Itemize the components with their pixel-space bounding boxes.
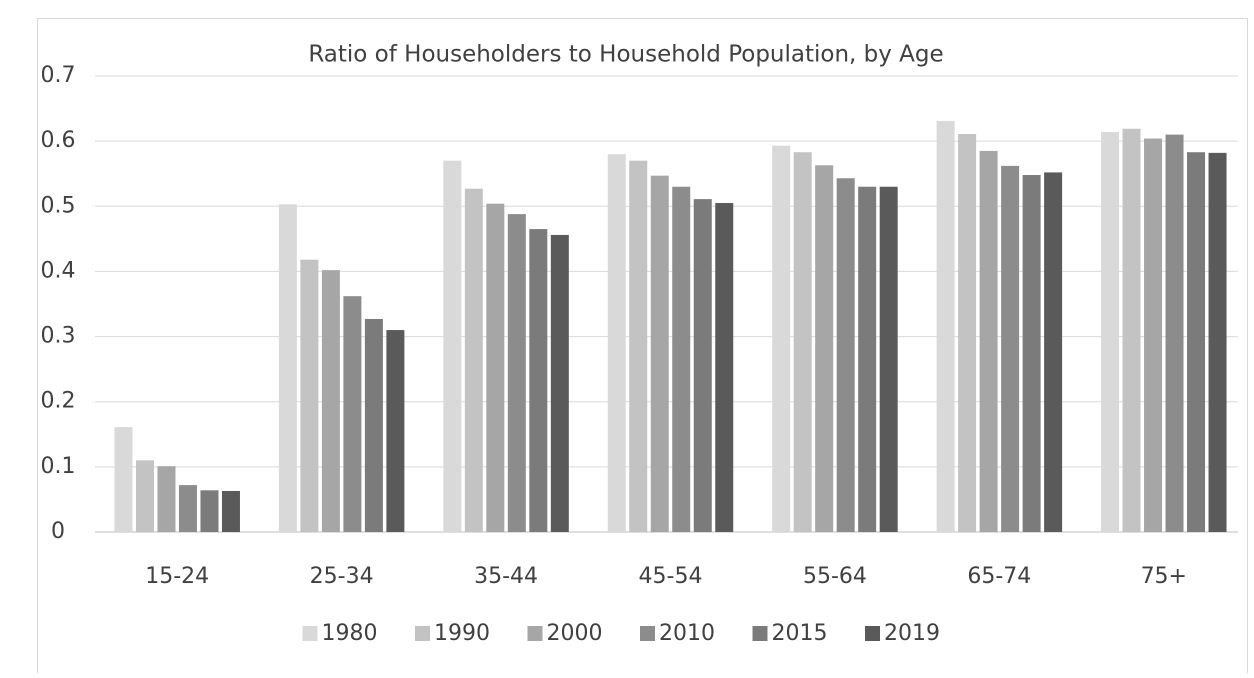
chart-title: Ratio of Householders to Household Popul… xyxy=(308,42,943,68)
legend-label: 2000 xyxy=(547,621,603,646)
legend-label: 2015 xyxy=(772,621,828,646)
bar xyxy=(343,296,362,532)
bar xyxy=(1122,128,1141,532)
legend-swatch xyxy=(415,626,430,641)
bar xyxy=(650,175,669,532)
bar xyxy=(300,259,319,532)
legend-label: 1990 xyxy=(434,621,490,646)
bar xyxy=(529,229,548,533)
bar xyxy=(958,133,977,532)
x-tick-label: 35-44 xyxy=(474,564,538,589)
bar xyxy=(836,178,855,532)
bar xyxy=(178,485,197,532)
bar xyxy=(486,203,505,532)
legend-swatch xyxy=(752,626,768,641)
legend-label: 2010 xyxy=(659,621,715,646)
bar xyxy=(693,199,712,532)
bar xyxy=(815,165,834,532)
y-tick-label: 0.1 xyxy=(41,454,76,479)
bar xyxy=(278,204,297,532)
y-tick-label: 0 xyxy=(51,519,65,544)
bar xyxy=(464,188,483,532)
y-tick-label: 0.7 xyxy=(41,63,76,88)
bar xyxy=(364,318,383,532)
bar xyxy=(443,160,462,532)
legend-label: 2019 xyxy=(884,621,940,646)
bar xyxy=(114,427,133,532)
y-tick-label: 0.3 xyxy=(41,324,76,349)
x-tick-label: 15-24 xyxy=(145,564,209,589)
bar xyxy=(607,154,626,532)
bar xyxy=(936,120,955,532)
bar xyxy=(879,186,898,532)
x-tick-label: 25-34 xyxy=(310,564,374,589)
legend-swatch xyxy=(865,626,880,641)
bar xyxy=(858,186,877,532)
legend-label: 1980 xyxy=(322,621,378,646)
x-tick-label: 45-54 xyxy=(639,564,703,589)
x-tick-label: 55-64 xyxy=(803,564,867,589)
x-tick-label: 75+ xyxy=(1141,564,1187,589)
bar xyxy=(1044,172,1063,532)
bar xyxy=(772,145,791,532)
bar xyxy=(321,270,340,532)
bar xyxy=(1022,175,1041,532)
bar xyxy=(386,330,405,532)
bar xyxy=(200,490,219,532)
y-tick-label: 0.2 xyxy=(41,389,76,414)
bar xyxy=(1187,152,1206,532)
y-tick-label: 0.4 xyxy=(41,258,76,283)
legend-swatch xyxy=(527,626,543,641)
bar xyxy=(507,214,526,533)
bar xyxy=(221,490,240,532)
bar xyxy=(157,466,176,532)
bar xyxy=(793,152,812,532)
legend-swatch xyxy=(302,626,318,641)
bar xyxy=(672,186,691,532)
bar xyxy=(629,160,648,532)
y-tick-label: 0.6 xyxy=(41,128,76,153)
bar xyxy=(1101,132,1120,532)
bar xyxy=(1208,152,1227,532)
bar xyxy=(979,150,998,532)
bar xyxy=(1001,165,1020,532)
bar xyxy=(715,203,734,532)
bar xyxy=(1165,134,1184,532)
legend-swatch xyxy=(640,626,655,641)
bar xyxy=(550,234,569,532)
bar xyxy=(1144,138,1163,532)
x-tick-label: 65-74 xyxy=(967,564,1031,589)
y-tick-label: 0.5 xyxy=(41,193,76,218)
bar xyxy=(135,460,154,532)
